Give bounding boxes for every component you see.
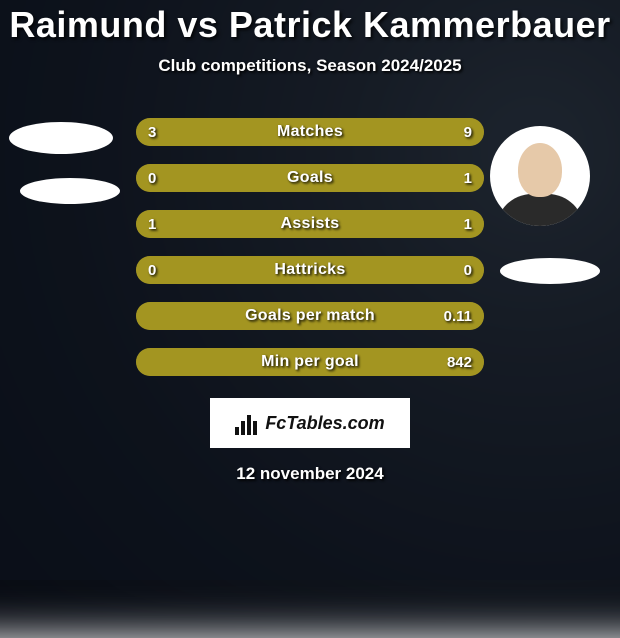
stat-value-left: 3: [148, 118, 156, 146]
stat-label: Min per goal: [136, 348, 484, 376]
stat-row: Goals0 1: [136, 164, 484, 192]
page-title: Raimund vs Patrick Kammerbauer: [9, 4, 610, 46]
stat-value-left: 1: [148, 210, 156, 238]
stat-row: Min per goal842: [136, 348, 484, 376]
content-wrapper: Raimund vs Patrick Kammerbauer Club comp…: [0, 0, 620, 580]
stat-label: Goals per match: [136, 302, 484, 330]
avatar-head: [518, 143, 562, 197]
stat-row: Matches3 9: [136, 118, 484, 146]
brand-text: FcTables.com: [265, 413, 384, 434]
stats-container: Matches39Goals01Assists11Hattricks00Goal…: [136, 118, 484, 376]
player-right-avatar: [490, 126, 590, 226]
stat-row: Hattricks0 0: [136, 256, 484, 284]
stat-value-right: 1: [464, 164, 472, 192]
player-left-avatar: [8, 120, 114, 156]
stat-value-right: 0.11: [444, 302, 472, 330]
stat-value-right: 9: [464, 118, 472, 146]
stat-label: Hattricks: [136, 256, 484, 284]
brand-strip: FcTables.com: [210, 398, 410, 448]
stat-value-right: 1: [464, 210, 472, 238]
player-left-club-badge: [20, 178, 120, 204]
footer-date: 12 november 2024: [236, 464, 383, 484]
stat-label: Assists: [136, 210, 484, 238]
player-right-club-badge: [500, 258, 600, 284]
stat-value-left: 0: [148, 256, 156, 284]
fctables-icon: [235, 411, 259, 435]
stat-value-right: 842: [447, 348, 472, 376]
stat-row: Assists1 1: [136, 210, 484, 238]
stat-label: Goals: [136, 164, 484, 192]
avatar-collar: [496, 194, 584, 226]
stat-row: Goals per match0.11: [136, 302, 484, 330]
stat-label: Matches: [136, 118, 484, 146]
stat-value-left: 0: [148, 164, 156, 192]
page-subtitle: Club competitions, Season 2024/2025: [158, 56, 461, 76]
stat-value-right: 0: [464, 256, 472, 284]
